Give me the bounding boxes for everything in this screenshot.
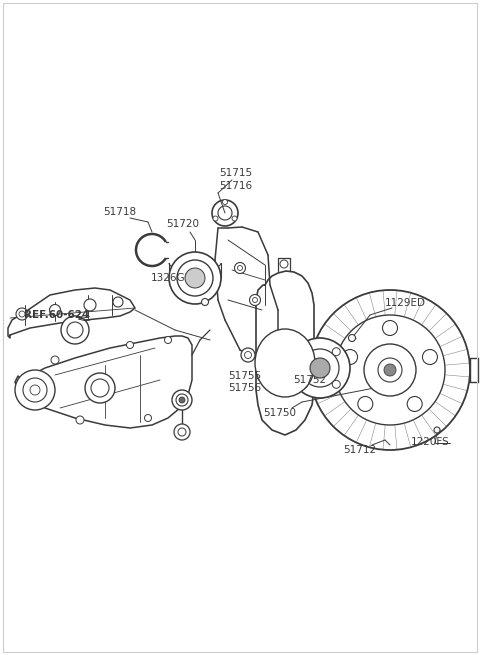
Circle shape	[223, 200, 228, 204]
Circle shape	[84, 299, 96, 311]
Text: 51712: 51712	[343, 445, 377, 455]
Circle shape	[202, 299, 208, 305]
Circle shape	[384, 364, 396, 376]
Text: 51715: 51715	[219, 168, 252, 178]
Text: 51716: 51716	[219, 181, 252, 191]
Circle shape	[343, 350, 358, 365]
Text: 1129ED: 1129ED	[384, 298, 425, 308]
Circle shape	[85, 373, 115, 403]
Circle shape	[378, 358, 402, 382]
Circle shape	[335, 315, 445, 425]
Circle shape	[172, 390, 192, 410]
Circle shape	[49, 305, 60, 316]
Circle shape	[19, 311, 25, 317]
Circle shape	[51, 356, 59, 364]
Circle shape	[174, 424, 190, 440]
Text: REF.60-624: REF.60-624	[24, 310, 90, 320]
Text: 51755: 51755	[228, 371, 262, 381]
Circle shape	[144, 415, 152, 422]
Circle shape	[169, 252, 221, 304]
Circle shape	[434, 427, 440, 433]
Circle shape	[300, 381, 308, 388]
Circle shape	[185, 268, 205, 288]
Circle shape	[15, 370, 55, 410]
Circle shape	[290, 338, 350, 398]
Text: 51752: 51752	[293, 375, 326, 385]
Circle shape	[310, 358, 330, 378]
Circle shape	[76, 416, 84, 424]
Text: 1326GB: 1326GB	[151, 273, 193, 283]
Circle shape	[127, 341, 133, 348]
Circle shape	[177, 260, 213, 296]
Circle shape	[332, 348, 340, 356]
Ellipse shape	[255, 329, 315, 397]
Circle shape	[176, 394, 188, 406]
Text: 51718: 51718	[103, 207, 137, 217]
Circle shape	[407, 396, 422, 411]
Circle shape	[348, 335, 356, 341]
Circle shape	[16, 308, 28, 320]
Circle shape	[61, 316, 89, 344]
Circle shape	[235, 263, 245, 274]
Text: 51756: 51756	[228, 383, 262, 393]
Circle shape	[30, 385, 40, 395]
Circle shape	[241, 348, 255, 362]
Circle shape	[213, 216, 218, 221]
Circle shape	[301, 349, 339, 387]
Circle shape	[113, 297, 123, 307]
Circle shape	[332, 381, 340, 388]
Circle shape	[179, 397, 185, 403]
Circle shape	[178, 428, 186, 436]
Circle shape	[244, 352, 252, 358]
Circle shape	[91, 379, 109, 397]
Circle shape	[300, 348, 308, 356]
Circle shape	[67, 322, 83, 338]
Circle shape	[23, 378, 47, 402]
Circle shape	[310, 290, 470, 450]
Circle shape	[232, 216, 237, 221]
Text: 51750: 51750	[264, 408, 297, 418]
Text: 51720: 51720	[167, 219, 200, 229]
Circle shape	[238, 265, 242, 271]
Circle shape	[422, 350, 437, 365]
Circle shape	[165, 337, 171, 343]
Circle shape	[383, 320, 397, 335]
Circle shape	[252, 297, 257, 303]
Text: 1220FS: 1220FS	[410, 437, 449, 447]
Circle shape	[250, 295, 261, 305]
Circle shape	[280, 260, 288, 268]
Circle shape	[364, 344, 416, 396]
Circle shape	[358, 396, 373, 411]
